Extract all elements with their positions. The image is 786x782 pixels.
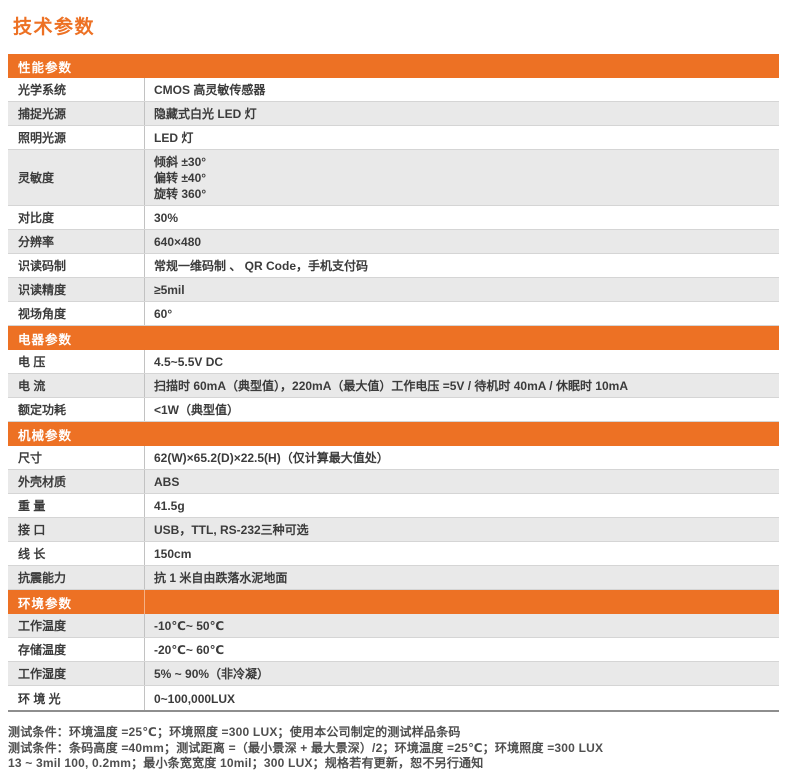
- spec-label: 识读精度: [18, 283, 67, 297]
- spec-value: 41.5g: [144, 494, 779, 517]
- spec-value: 5% ~ 90%（非冷凝）: [144, 662, 779, 685]
- section-header: 电器参数: [8, 326, 779, 350]
- spec-row: 电 压 4.5~5.5V DC: [8, 350, 779, 374]
- spec-label: 额定功耗: [18, 403, 67, 417]
- test-condition-line-2: 测试条件：条码高度 =40mm；测试距离 =（最小景深 + 最大景深）/2；环境…: [8, 740, 604, 755]
- spec-label: 接 口: [18, 523, 46, 537]
- spec-row: 重 量 41.5g: [8, 494, 779, 518]
- spec-value: LED 灯: [144, 126, 779, 149]
- spec-value: USB，TTL, RS-232三种可选: [144, 518, 779, 541]
- section-header-label: 环境参数: [18, 596, 73, 611]
- spec-row: 识读码制 常规一维码制 、 QR Code，手机支付码: [8, 254, 779, 278]
- spec-row: 捕捉光源 隐藏式白光 LED 灯: [8, 102, 779, 126]
- section-header: 环境参数: [8, 590, 779, 614]
- spec-value: 60°: [144, 302, 779, 325]
- spec-label: 电 压: [18, 355, 46, 369]
- spec-row: 光学系统 CMOS 高灵敏传感器: [8, 78, 779, 102]
- spec-label: 工作湿度: [18, 667, 67, 681]
- spec-label: 光学系统: [18, 83, 67, 97]
- spec-label: 存储温度: [18, 643, 67, 657]
- spec-row: 工作温度 -10℃~ 50℃: [8, 614, 779, 638]
- spec-label: 捕捉光源: [18, 107, 67, 121]
- spec-value: 扫描时 60mA（典型值），220mA（最大值）工作电压 =5V / 待机时 4…: [144, 374, 779, 397]
- spec-label: 环 境 光: [18, 691, 61, 706]
- section-header: 机械参数: [8, 422, 779, 446]
- spec-row: 电 流 扫描时 60mA（典型值），220mA（最大值）工作电压 =5V / 待机…: [8, 374, 779, 398]
- spec-value: 640×480: [144, 230, 779, 253]
- spec-row: 环 境 光 0~100,000LUX: [8, 686, 779, 710]
- test-condition-line-3-truncated: 13 ~ 3mil 100, 0.2mm；最小条宽宽度 10mil；300 LU…: [8, 756, 484, 770]
- test-conditions: 测试条件：环境温度 =25℃；环境照度 =300 LUX；使用本公司制定的测试样…: [8, 725, 786, 772]
- page-title: 技术参数: [13, 17, 96, 38]
- test-condition-line-1: 测试条件：环境温度 =25℃；环境照度 =300 LUX；使用本公司制定的测试样…: [8, 725, 461, 739]
- spec-label: 线 长: [18, 547, 46, 561]
- spec-row: 额定功耗 <1W（典型值）: [8, 398, 779, 422]
- spec-value: 0~100,000LUX: [144, 686, 779, 710]
- spec-value: <1W（典型值）: [144, 398, 779, 421]
- spec-label: 对比度: [18, 211, 55, 225]
- spec-value: 隐藏式白光 LED 灯: [144, 102, 779, 125]
- spec-label: 照明光源: [18, 131, 67, 145]
- spec-value: ≥5mil: [144, 278, 779, 301]
- spec-row: 灵敏度 倾斜 ±30° 偏转 ±40° 旋转 360°: [8, 150, 779, 206]
- spec-value: 抗 1 米自由跌落水泥地面: [144, 566, 779, 589]
- spec-value: -20℃~ 60℃: [144, 638, 779, 661]
- spec-value: ABS: [144, 470, 779, 493]
- spec-value: 150cm: [144, 542, 779, 565]
- spec-row: 对比度 30%: [8, 206, 779, 230]
- spec-value: CMOS 高灵敏传感器: [144, 78, 779, 101]
- spec-label: 灵敏度: [18, 171, 55, 185]
- spec-row: 识读精度 ≥5mil: [8, 278, 779, 302]
- section-header: 性能参数: [8, 54, 779, 78]
- section-header-label: 电器参数: [18, 332, 73, 347]
- spec-label: 分辨率: [18, 235, 55, 249]
- spec-row: 尺寸 62(W)×65.2(D)×22.5(H)（仅计算最大值处）: [8, 446, 779, 470]
- spec-value: 倾斜 ±30° 偏转 ±40° 旋转 360°: [144, 150, 779, 205]
- spec-value: 62(W)×65.2(D)×22.5(H)（仅计算最大值处）: [144, 446, 779, 469]
- spec-table: 性能参数光学系统 CMOS 高灵敏传感器捕捉光源 隐藏式白光 LED 灯照明光源 LE…: [8, 54, 779, 712]
- spec-row: 线 长 150cm: [8, 542, 779, 566]
- spec-label: 工作温度: [18, 619, 67, 633]
- spec-row: 存储温度 -20℃~ 60℃: [8, 638, 779, 662]
- spec-value: 常规一维码制 、 QR Code，手机支付码: [144, 254, 779, 277]
- spec-row: 视场角度 60°: [8, 302, 779, 326]
- spec-row: 抗震能力 抗 1 米自由跌落水泥地面: [8, 566, 779, 590]
- section-header-label: 机械参数: [18, 428, 73, 443]
- spec-value: 4.5~5.5V DC: [144, 350, 779, 373]
- spec-label: 重 量: [18, 499, 46, 513]
- section-header-label: 性能参数: [18, 60, 73, 75]
- spec-row: 外壳材质 ABS: [8, 470, 779, 494]
- spec-value: 30%: [144, 206, 779, 229]
- spec-row: 分辨率 640×480: [8, 230, 779, 254]
- spec-label: 视场角度: [18, 307, 67, 321]
- spec-label: 抗震能力: [18, 571, 67, 585]
- spec-row: 工作湿度 5% ~ 90%（非冷凝）: [8, 662, 779, 686]
- spec-label: 尺寸: [18, 451, 43, 465]
- spec-value: -10℃~ 50℃: [144, 614, 779, 637]
- spec-row: 接 口 USB，TTL, RS-232三种可选: [8, 518, 779, 542]
- spec-row: 照明光源 LED 灯: [8, 126, 779, 150]
- spec-label: 外壳材质: [18, 475, 67, 489]
- spec-label: 电 流: [18, 379, 46, 393]
- spec-label: 识读码制: [18, 259, 67, 273]
